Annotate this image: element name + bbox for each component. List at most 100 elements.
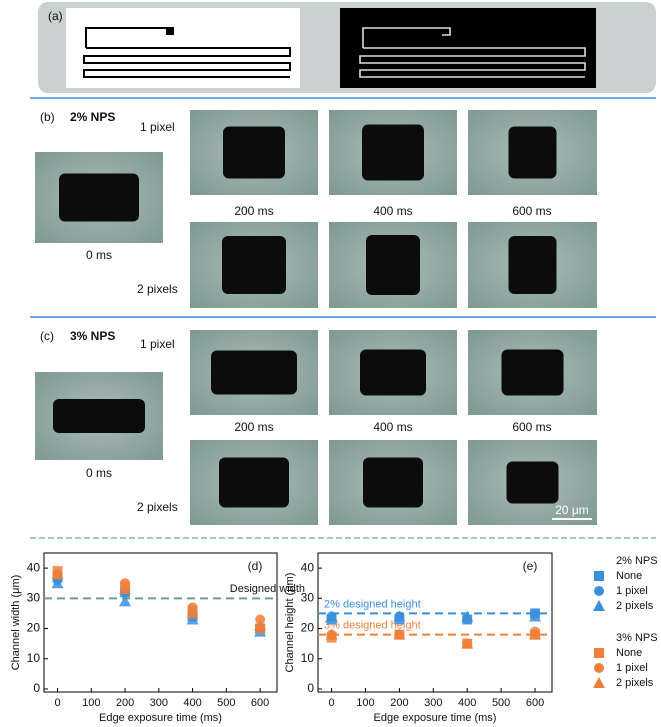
channel-hole	[59, 173, 139, 222]
x-tick-label: 500	[217, 697, 235, 709]
x-tick-label: 600	[251, 697, 269, 709]
channel-hole	[362, 124, 424, 181]
micrographs	[35, 110, 597, 525]
x-tick-label: 500	[492, 697, 510, 709]
time-label: 200 ms	[234, 204, 273, 218]
marker	[461, 610, 474, 622]
channel-hole	[363, 457, 423, 508]
panel-label: (b)	[40, 110, 55, 124]
marker	[393, 628, 406, 640]
panel-label: (c)	[40, 329, 54, 343]
y-tick-label: 0	[33, 681, 40, 695]
time-label: 600 ms	[512, 420, 551, 434]
reference-label: 3% designed height	[324, 619, 421, 631]
channel-hole	[366, 235, 420, 295]
legend-label: 1 pixel	[616, 662, 648, 674]
channel-hole	[501, 349, 564, 396]
marker	[187, 602, 198, 613]
legend-title: 3% NPS	[616, 632, 658, 644]
x-tick-label: 400	[183, 697, 201, 709]
marker	[51, 568, 64, 580]
mask-pad	[166, 27, 174, 35]
x-tick-label: 300	[150, 697, 168, 709]
reference-label: 2% designed height	[324, 598, 421, 610]
legend-label: 2 pixels	[616, 677, 654, 689]
y-tick-label: 20	[301, 621, 315, 635]
x-tick-label: 100	[356, 697, 374, 709]
marker	[529, 610, 542, 622]
x-tick-label: 0	[329, 697, 335, 709]
channel-hole	[222, 236, 286, 294]
marker	[594, 586, 604, 596]
row-label: 2 pixels	[137, 282, 178, 296]
reference-label: Designed width	[230, 583, 305, 595]
channel-hole	[360, 349, 426, 396]
channel-hole	[53, 399, 145, 433]
y-axis-label: Channel height (μm)	[284, 573, 296, 673]
marker	[593, 600, 605, 611]
x-tick-label: 200	[116, 697, 134, 709]
time-label: 400 ms	[373, 204, 412, 218]
x-axis-label: Edge exposure time (ms)	[99, 712, 222, 724]
legend-title: 2% NPS	[616, 555, 658, 567]
mask-pattern	[83, 27, 291, 78]
mask-pattern	[359, 27, 586, 78]
panel-title: 3% NPS	[70, 329, 115, 343]
panel-label: (e)	[523, 559, 538, 573]
marker	[119, 583, 132, 595]
marker	[254, 619, 267, 631]
marker	[593, 677, 605, 688]
y-axis-label: Channel width (μm)	[10, 575, 22, 671]
row-label: 1 pixel	[140, 120, 175, 134]
marker	[325, 628, 338, 640]
x-tick-label: 300	[424, 697, 442, 709]
scale-bar-label: 20 μm	[555, 503, 589, 517]
y-tick-label: 20	[27, 621, 41, 635]
legend-label: None	[616, 647, 642, 659]
channel-hole	[219, 457, 289, 508]
channel-hole	[223, 126, 285, 179]
marker	[186, 613, 199, 625]
y-tick-label: 40	[301, 560, 315, 574]
y-tick-label: 30	[27, 590, 41, 604]
legend-label: 1 pixel	[616, 585, 648, 597]
marker	[51, 577, 64, 589]
legend-label: None	[616, 570, 642, 582]
channel-hole	[508, 236, 557, 294]
channel-hole	[508, 126, 557, 179]
x-tick-label: 400	[458, 697, 476, 709]
marker	[119, 595, 132, 607]
marker	[393, 610, 406, 622]
x-tick-label: 100	[82, 697, 100, 709]
marker	[186, 607, 199, 619]
y-tick-label: 10	[301, 651, 315, 665]
marker	[325, 610, 338, 622]
marker	[461, 637, 474, 649]
channel-hole	[506, 461, 559, 504]
x-tick-label: 600	[526, 697, 544, 709]
legend-label: 2 pixels	[616, 600, 654, 612]
time-label: 400 ms	[373, 420, 412, 434]
y-tick-label: 10	[27, 651, 41, 665]
marker	[594, 571, 604, 581]
plot-frame	[317, 552, 553, 693]
x-axis-label: Edge exposure time (ms)	[374, 712, 497, 724]
time-label: 0 ms	[86, 248, 112, 262]
row-label: 1 pixel	[140, 337, 175, 351]
channel-hole	[211, 350, 297, 395]
marker	[255, 614, 266, 625]
x-tick-label: 200	[390, 697, 408, 709]
marker	[120, 578, 131, 589]
panel-label: (a)	[48, 9, 63, 23]
marker	[529, 628, 542, 640]
time-label: 0 ms	[86, 466, 112, 480]
marker	[594, 648, 604, 658]
plot-frame	[43, 552, 278, 693]
y-tick-label: 0	[307, 681, 314, 695]
panel-label: (d)	[248, 559, 263, 573]
time-label: 600 ms	[512, 204, 551, 218]
marker	[594, 663, 604, 673]
y-tick-label: 40	[27, 560, 41, 574]
